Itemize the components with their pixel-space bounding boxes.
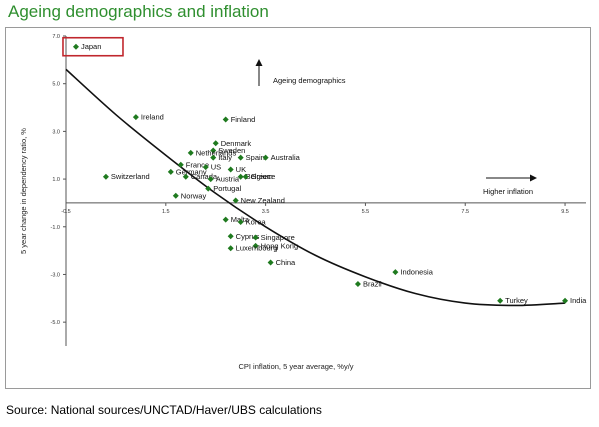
annotations-group: Ageing demographics Higher inflation bbox=[255, 59, 537, 196]
data-point bbox=[252, 234, 259, 241]
point-label: Singapore bbox=[261, 233, 295, 242]
point-label: Portugal bbox=[213, 184, 241, 193]
data-point bbox=[237, 173, 244, 180]
ageing-annotation: Ageing demographics bbox=[273, 76, 346, 85]
inflation-arrow-icon bbox=[530, 174, 537, 182]
y-tick-label: 1.0 bbox=[52, 177, 60, 183]
data-point bbox=[227, 233, 234, 240]
data-point bbox=[212, 140, 219, 147]
point-label: UK bbox=[236, 165, 246, 174]
data-point bbox=[354, 281, 361, 287]
data-point bbox=[252, 242, 259, 249]
inflation-annotation: Higher inflation bbox=[483, 187, 533, 196]
point-label: Ireland bbox=[141, 113, 164, 122]
y-tick-label: -5.0 bbox=[51, 320, 60, 326]
y-tick-label: 7.0 bbox=[52, 34, 60, 40]
x-tick-label: 1.5 bbox=[162, 209, 170, 215]
data-point bbox=[205, 185, 212, 192]
point-label: Korea bbox=[246, 218, 267, 227]
point-label: Germany bbox=[176, 167, 207, 176]
y-tick-label: -1.0 bbox=[51, 225, 60, 231]
point-label: Sweden bbox=[218, 146, 245, 155]
data-point bbox=[210, 147, 217, 154]
point-label: China bbox=[276, 258, 296, 267]
data-point bbox=[167, 168, 174, 175]
data-point bbox=[222, 216, 229, 223]
data-point bbox=[182, 173, 189, 180]
y-axis-title: 5 year change in dependency ratio, % bbox=[19, 128, 28, 254]
data-point bbox=[72, 43, 79, 50]
point-label: US bbox=[211, 163, 221, 172]
data-point bbox=[210, 154, 217, 161]
point-label: Netherlands bbox=[196, 148, 237, 157]
data-point bbox=[242, 173, 249, 180]
point-label: Spain bbox=[246, 153, 265, 162]
point-label: Switzerland bbox=[111, 172, 150, 181]
x-tick-label: 9.5 bbox=[561, 209, 569, 215]
data-point bbox=[132, 114, 139, 121]
point-label: Japan bbox=[81, 42, 101, 51]
point-label: France bbox=[186, 160, 209, 169]
y-tick-label: -3.0 bbox=[51, 272, 60, 278]
data-point bbox=[177, 161, 184, 168]
data-point bbox=[267, 259, 274, 266]
data-point bbox=[207, 176, 214, 183]
point-label: Greece bbox=[251, 172, 276, 181]
point-label: Belgium bbox=[246, 172, 273, 181]
points-group: Japan Ireland Finland DenmarkSwedenNetherla… bbox=[62, 36, 587, 305]
data-point bbox=[562, 297, 569, 304]
ageing-arrow-icon bbox=[255, 59, 263, 66]
source-note: Source: National sources/UNCTAD/Haver/UB… bbox=[6, 403, 322, 417]
data-point bbox=[102, 173, 109, 180]
x-tick-label: -0.5 bbox=[61, 209, 70, 215]
point-label: Italy bbox=[218, 153, 232, 162]
point-label: Australia bbox=[271, 153, 301, 162]
point-label: Denmark bbox=[221, 139, 252, 148]
data-point bbox=[497, 297, 504, 304]
data-point bbox=[172, 192, 179, 199]
trendline bbox=[65, 68, 566, 307]
point-label: New Zealand bbox=[241, 196, 285, 205]
data-point bbox=[227, 245, 234, 252]
trendline-group bbox=[65, 68, 566, 307]
point-label: Norway bbox=[181, 191, 207, 200]
japan-highlight-box bbox=[62, 36, 124, 57]
x-tick-label: 7.5 bbox=[461, 209, 469, 215]
data-point bbox=[392, 269, 399, 276]
point-label: Austria bbox=[216, 175, 240, 184]
point-label: Turkey bbox=[505, 296, 528, 305]
data-point bbox=[202, 164, 209, 171]
data-point bbox=[262, 154, 269, 161]
data-point bbox=[187, 149, 194, 156]
point-label: Indonesia bbox=[400, 268, 433, 277]
scatter-chart: 7.0 5.0 3.0 1.0 -1.0 -3.0 -5.0 -0.5 1.5 3.5 5.5 7.5… bbox=[19, 34, 587, 371]
point-label: India bbox=[570, 296, 587, 305]
chart-title: Ageing demographics and inflation bbox=[8, 2, 269, 21]
chart-panel: 7.0 5.0 3.0 1.0 -1.0 -3.0 -5.0 -0.5 1.5 3.5 5.5 7.5… bbox=[5, 27, 591, 389]
point-label: Canada bbox=[191, 172, 218, 181]
x-tick-label: 5.5 bbox=[362, 209, 370, 215]
point-label: Hong Kong bbox=[261, 241, 299, 250]
point-label: Brazil bbox=[363, 280, 382, 289]
data-point bbox=[237, 219, 244, 225]
axes: 7.0 5.0 3.0 1.0 -1.0 -3.0 -5.0 -0.5 1.5 3.5 5.5 7.5… bbox=[19, 34, 586, 371]
y-tick-label: 5.0 bbox=[52, 82, 60, 88]
point-label: Cyprus bbox=[236, 232, 260, 241]
data-point bbox=[237, 154, 244, 161]
y-tick-label: 3.0 bbox=[52, 129, 60, 135]
data-point bbox=[222, 116, 229, 123]
point-label: Luxembourg bbox=[236, 244, 278, 253]
point-label: Finland bbox=[231, 115, 256, 124]
data-point bbox=[232, 197, 239, 204]
x-axis-title: CPI inflation, 5 year average, %y/y bbox=[238, 362, 353, 371]
x-tick-label: 3.5 bbox=[262, 209, 270, 215]
data-point bbox=[227, 166, 234, 173]
